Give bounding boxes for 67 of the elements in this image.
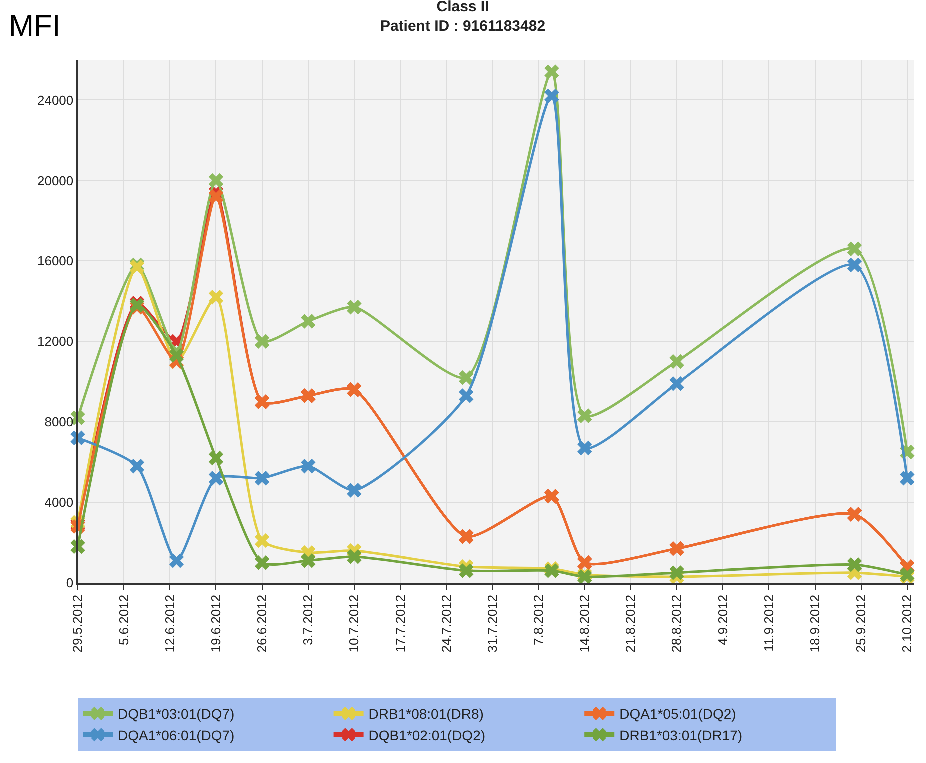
- x-tick-label: 24.7.2012: [438, 594, 454, 653]
- point: [301, 314, 316, 329]
- y-tick-label: 24000: [37, 92, 74, 108]
- point: [208, 290, 224, 305]
- point: [130, 458, 145, 474]
- y-tick-label: 0: [66, 576, 74, 591]
- point: [254, 471, 270, 486]
- x-tick-label: 5.6.2012: [116, 594, 132, 646]
- point: [847, 258, 862, 273]
- point: [347, 483, 362, 498]
- point: [208, 471, 224, 486]
- point: [900, 471, 915, 486]
- x-tick-label: 11.9.2012: [761, 594, 776, 652]
- point: [254, 533, 270, 548]
- y-axis-title: MFI: [9, 10, 61, 43]
- point: [169, 348, 184, 364]
- point: [670, 566, 684, 580]
- x-tick-label: 14.8.2012: [577, 594, 592, 653]
- point: [301, 458, 316, 474]
- x-tick-label: 26.6.2012: [254, 594, 270, 653]
- x-tick-label: 29.5.2012: [70, 594, 86, 653]
- point: [301, 554, 316, 568]
- chart-title: Class II: [436, 0, 490, 16]
- x-tick-label: 7.8.2012: [531, 594, 546, 646]
- legend-label: DQB1*02:01(DQ2): [368, 727, 486, 744]
- point: [169, 554, 184, 568]
- y-tick-label: 20000: [37, 173, 74, 188]
- point: [208, 189, 224, 204]
- point: [347, 300, 362, 315]
- point: [459, 388, 474, 404]
- x-tick-label: 18.9.2012: [807, 594, 822, 653]
- x-tick-label: 21.8.2012: [623, 594, 638, 653]
- point: [208, 173, 224, 188]
- point: [459, 370, 474, 386]
- y-tick-label: 12000: [37, 334, 74, 350]
- x-tick-label: 17.7.2012: [392, 594, 408, 653]
- y-tick-label: 16000: [37, 254, 74, 269]
- legend-label: DRB1*08:01(DR8): [368, 706, 484, 722]
- x-tick-label: 25.9.2012: [854, 594, 869, 653]
- x-tick-label: 19.6.2012: [208, 594, 224, 653]
- x-tick-label: 3.7.2012: [300, 594, 316, 646]
- legend-label: DRB1*03:01(DR17): [620, 727, 743, 744]
- point: [847, 242, 862, 256]
- x-tick-label: 28.8.2012: [669, 594, 684, 653]
- point: [544, 88, 560, 104]
- point: [670, 376, 684, 392]
- x-tick-label: 10.7.2012: [346, 594, 362, 653]
- point: [254, 334, 270, 349]
- point: [254, 556, 270, 570]
- point: [347, 549, 362, 564]
- legend-label: DQA1*05:01(DQ2): [620, 706, 736, 722]
- point: [459, 564, 474, 578]
- x-tick-label: 2.10.2012: [900, 594, 915, 653]
- point: [847, 558, 862, 572]
- x-tick-label: 31.7.2012: [484, 594, 500, 653]
- point: [670, 354, 684, 370]
- y-tick-label: 8000: [44, 414, 74, 430]
- point: [578, 408, 592, 424]
- legend-label: DQB1*03:01(DQ7): [118, 706, 235, 722]
- y-tick-label: 4000: [44, 495, 74, 510]
- chart-subtitle: Patient ID : 9161183482: [380, 18, 546, 35]
- x-tick-label: 4.9.2012: [715, 594, 730, 646]
- point: [208, 450, 224, 466]
- legend-label: DQA1*06:01(DQ7): [118, 727, 235, 744]
- point: [578, 440, 592, 456]
- x-tick-label: 12.6.2012: [162, 594, 178, 653]
- point: [544, 64, 560, 80]
